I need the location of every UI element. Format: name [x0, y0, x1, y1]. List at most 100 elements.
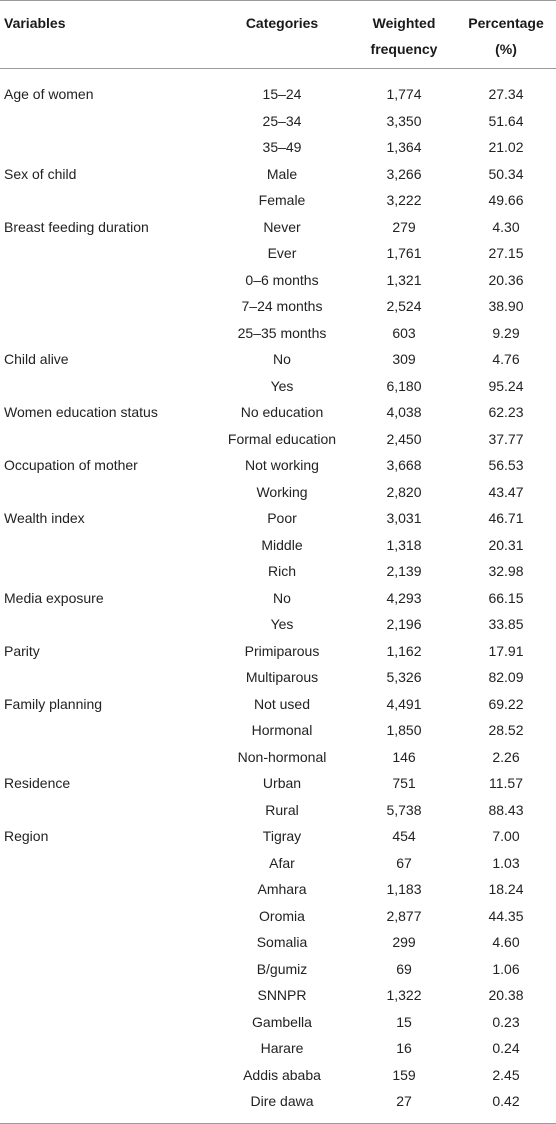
cell-frequency: 2,139 — [386, 563, 422, 580]
header-weighted-frequency-line2: frequency — [370, 41, 438, 57]
header-percentage-line2: (%) — [495, 41, 517, 57]
header-rule — [0, 68, 556, 69]
cell-percentage: 51.64 — [488, 112, 524, 129]
cell-category: Rural — [265, 801, 299, 818]
header-weighted-frequency-line1: Weighted — [372, 15, 436, 31]
cell-percentage: 33.85 — [488, 616, 524, 633]
cell-frequency: 27 — [396, 1093, 412, 1110]
table-row: Yes 2,196 33.85 — [0, 611, 556, 638]
header-percentage-line1: Percentage — [468, 15, 544, 31]
cell-frequency: 299 — [392, 934, 416, 951]
header-variables-label: Variables — [4, 15, 66, 31]
table-row: Multiparous 5,326 82.09 — [0, 664, 556, 691]
cell-frequency: 3,266 — [386, 165, 422, 182]
cell-frequency: 2,450 — [386, 430, 422, 447]
cell-frequency: 15 — [396, 1013, 412, 1030]
cell-variable: Breast feeding duration — [4, 218, 149, 235]
table-row: Amhara 1,183 18.24 — [0, 876, 556, 903]
cell-category: Tigray — [262, 828, 302, 845]
table-row: Hormonal 1,850 28.52 — [0, 717, 556, 744]
table-row: Region Tigray 454 7.00 — [0, 823, 556, 850]
cell-category: 7–24 months — [241, 298, 323, 315]
cell-category: SNNPR — [257, 987, 307, 1004]
cell-percentage: 49.66 — [488, 192, 524, 209]
cell-category: Afar — [269, 854, 295, 871]
header-weighted-frequency: Weighted frequency — [352, 10, 456, 68]
cell-category: Never — [263, 218, 301, 235]
header-categories: Categories — [212, 10, 352, 68]
cell-category: Oromia — [259, 907, 305, 924]
cell-frequency: 1,162 — [386, 642, 422, 659]
cell-frequency: 1,761 — [386, 245, 422, 262]
cell-category: Amhara — [257, 881, 307, 898]
table-row: 25–34 3,350 51.64 — [0, 108, 556, 135]
table-row: Addis ababa 159 2.45 — [0, 1062, 556, 1089]
cell-frequency: 1,318 — [386, 536, 422, 553]
cell-frequency: 4,293 — [386, 589, 422, 606]
cell-percentage: 20.38 — [488, 987, 524, 1004]
cell-category: Yes — [270, 616, 294, 633]
cell-percentage: 66.15 — [488, 589, 524, 606]
cell-category: Urban — [262, 775, 302, 792]
cell-category: No — [273, 589, 291, 606]
cell-frequency: 1,774 — [386, 86, 422, 103]
cell-percentage: 88.43 — [488, 801, 524, 818]
cell-category: Not working — [245, 457, 319, 474]
cell-frequency: 67 — [396, 854, 412, 871]
cell-category: Working — [256, 483, 308, 500]
cell-percentage: 82.09 — [488, 669, 524, 686]
cell-category: 25–35 months — [237, 324, 327, 341]
cell-category: Middle — [261, 536, 303, 553]
table-row: Afar 67 1.03 — [0, 850, 556, 877]
cell-category: Gambella — [252, 1013, 312, 1030]
cell-variable: Age of women — [4, 86, 94, 103]
table-row: Parity Primiparous 1,162 17.91 — [0, 638, 556, 665]
cell-frequency: 4,038 — [386, 404, 422, 421]
table-row: Rural 5,738 88.43 — [0, 797, 556, 824]
cell-percentage: 17.91 — [488, 642, 524, 659]
table-row: Oromia 2,877 44.35 — [0, 903, 556, 930]
cell-percentage: 44.35 — [488, 907, 524, 924]
cell-percentage: 38.90 — [488, 298, 524, 315]
cell-percentage: 20.36 — [488, 271, 524, 288]
cell-category: Addis ababa — [243, 1066, 321, 1083]
cell-percentage: 9.29 — [492, 324, 520, 341]
cell-percentage: 62.23 — [488, 404, 524, 421]
table-row: Dire dawa 27 0.42 — [0, 1088, 556, 1115]
cell-category: B/gumiz — [256, 960, 308, 977]
table-row: Wealth index Poor 3,031 46.71 — [0, 505, 556, 532]
table-row: 35–49 1,364 21.02 — [0, 134, 556, 161]
table-row: Women education status No education 4,038 6… — [0, 399, 556, 426]
table-row: Female 3,222 49.66 — [0, 187, 556, 214]
cell-category: Hormonal — [251, 722, 313, 739]
cell-percentage: 28.52 — [488, 722, 524, 739]
cell-variable: Sex of child — [4, 165, 77, 182]
cell-percentage: 0.42 — [492, 1093, 520, 1110]
table-row: Formal education 2,450 37.77 — [0, 426, 556, 453]
cell-variable: Media exposure — [4, 589, 104, 606]
cell-category: 0–6 months — [245, 271, 319, 288]
cell-frequency: 5,738 — [386, 801, 422, 818]
cell-percentage: 27.34 — [488, 86, 524, 103]
cell-category: Primiparous — [244, 642, 320, 659]
cell-percentage: 4.76 — [492, 351, 520, 368]
cell-variable: Child alive — [4, 351, 69, 368]
header-percentage: Percentage (%) — [456, 10, 556, 68]
cell-frequency: 146 — [392, 748, 416, 765]
cell-percentage: 0.23 — [492, 1013, 520, 1030]
cell-percentage: 21.02 — [488, 139, 524, 156]
table-body: Age of women 15–24 1,774 27.34 25–34 3,350 51.… — [0, 69, 556, 1123]
table-row: Middle 1,318 20.31 — [0, 532, 556, 559]
cell-frequency: 603 — [392, 324, 416, 341]
cell-percentage: 95.24 — [488, 377, 524, 394]
top-rule — [0, 0, 556, 1]
table-row: Residence Urban 751 11.57 — [0, 770, 556, 797]
header-categories-label: Categories — [245, 15, 319, 31]
cell-frequency: 751 — [392, 775, 416, 792]
cell-frequency: 279 — [392, 218, 416, 235]
cell-frequency: 1,364 — [386, 139, 422, 156]
table-row: Working 2,820 43.47 — [0, 479, 556, 506]
cell-percentage: 32.98 — [488, 563, 524, 580]
cell-frequency: 4,491 — [386, 695, 422, 712]
cell-percentage: 2.45 — [492, 1066, 520, 1083]
